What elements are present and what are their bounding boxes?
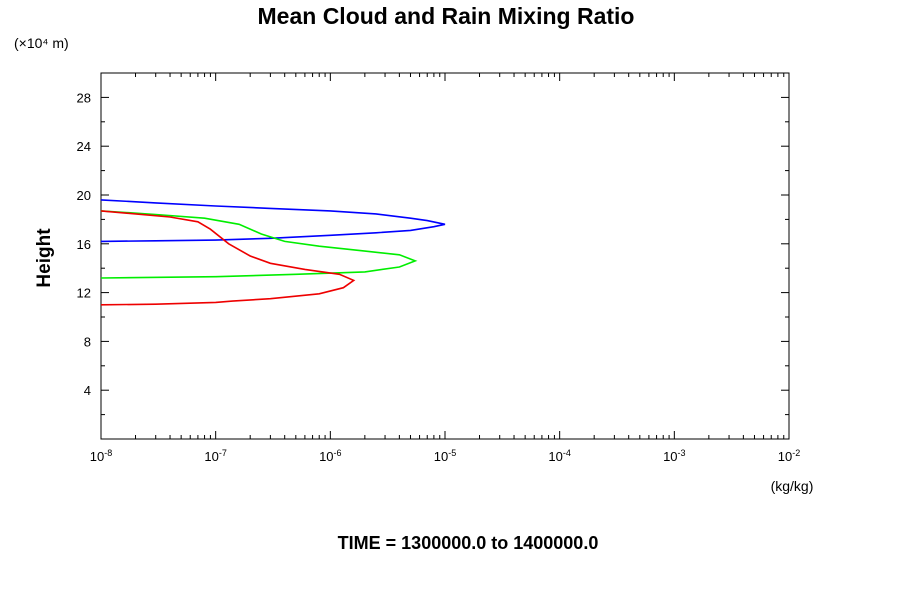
chart-title: Mean Cloud and Rain Mixing Ratio xyxy=(258,3,635,29)
y-tick-label: 28 xyxy=(77,90,91,105)
y-tick-label: 24 xyxy=(77,139,91,154)
x-tick-label: 10-4 xyxy=(548,448,570,464)
series-line-3 xyxy=(100,210,356,306)
x-tick-label: 10-8 xyxy=(90,448,112,464)
series-line-1 xyxy=(100,199,446,243)
series-line-2 xyxy=(100,210,418,279)
plot-frame xyxy=(100,72,790,440)
x-tick-label: 10-5 xyxy=(434,448,456,464)
y-tick-label: 8 xyxy=(84,334,91,349)
x-units-label: (kg/kg) xyxy=(771,478,814,494)
y-tick-label: 20 xyxy=(77,188,91,203)
x-tick-label: 10-2 xyxy=(778,448,800,464)
x-tick-label: 10-6 xyxy=(319,448,341,464)
axis-ticks: 10-8 10-7 10-6 10-5 10-4 10-3 10-2 4 8 12 16 20 24 28 xyxy=(77,73,800,464)
y-axis-label: Height xyxy=(34,228,55,288)
y-scale-label: (×10⁴ m) xyxy=(14,35,69,51)
y-tick-label: 16 xyxy=(77,237,91,252)
time-footer: TIME = 1300000.0 to 1400000.0 xyxy=(338,533,599,553)
x-tick-label: 10-3 xyxy=(663,448,685,464)
y-tick-label: 12 xyxy=(77,286,91,301)
y-tick-label: 4 xyxy=(84,383,91,398)
x-tick-label: 10-7 xyxy=(204,448,226,464)
series-layer xyxy=(100,199,446,306)
